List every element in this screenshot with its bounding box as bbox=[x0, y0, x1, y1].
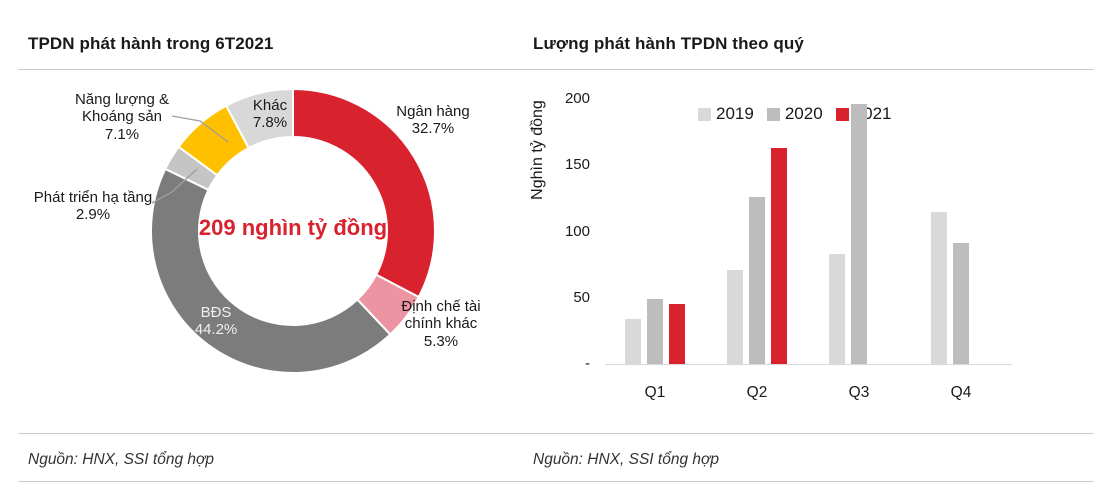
legend-label: 2020 bbox=[784, 104, 823, 123]
donut-slice-kh-c bbox=[224, 87, 294, 150]
bar-Q2-2019 bbox=[727, 269, 743, 364]
slice-name: Định chế tài chính khác bbox=[401, 298, 481, 333]
legend-swatch-2020 bbox=[766, 107, 780, 121]
donut-label-khac: Khác 7.8% bbox=[253, 97, 287, 132]
legend-label: 2019 bbox=[716, 104, 754, 123]
y-tick-50: 50 bbox=[573, 288, 590, 306]
bar-Q1-2020 bbox=[647, 299, 663, 364]
bar-group-Q4 bbox=[931, 80, 991, 364]
slice-pct: 2.9% bbox=[75, 206, 111, 224]
legend-item-2020: 2020 bbox=[766, 104, 823, 124]
legend-swatch-2021 bbox=[835, 107, 849, 121]
legend-item-2019: 2019 bbox=[698, 104, 754, 124]
slice-name: Năng lượng & Khoáng sản bbox=[74, 91, 170, 126]
legend-swatch-2019 bbox=[698, 107, 711, 121]
donut-label-ngan-hang: Ngân hàng 32.7% bbox=[396, 103, 469, 138]
bar-Q1-2019 bbox=[625, 318, 641, 364]
bar-Q2-2020 bbox=[749, 197, 765, 364]
x-tick-Q3: Q3 bbox=[848, 384, 870, 401]
bar-chart-title: Lượng phát hành TPDN theo quý bbox=[533, 34, 804, 53]
donut-chart-title: TPDN phát hành trong 6T2021 bbox=[28, 34, 274, 53]
donut-slice-b-s bbox=[150, 167, 392, 375]
footer-divider-top bbox=[18, 433, 1094, 434]
bar-Q1-2021 bbox=[669, 304, 685, 364]
y-tick--: - bbox=[585, 355, 590, 372]
donut-label-phat-trien: Phát triển hạ tầng 2.9% bbox=[34, 189, 152, 224]
footer-divider-bottom bbox=[18, 481, 1094, 482]
source-note-left: Nguồn: HNX, SSI tổng hợp bbox=[28, 451, 214, 468]
donut-leader-lines bbox=[151, 115, 229, 204]
bar-Q3-2020 bbox=[851, 104, 867, 364]
bar-chart: Nghìn tỷ đồng 2019 2020 2021 -50 100 150 200 … bbox=[520, 80, 1112, 440]
bar-Q3-2019 bbox=[829, 254, 845, 364]
bar-group-Q2 bbox=[727, 80, 787, 364]
slice-pct: 7.1% bbox=[104, 125, 140, 143]
bar-Q2-2021 bbox=[771, 148, 787, 364]
x-tick-Q2: Q2 bbox=[746, 384, 768, 401]
y-tick-100: 100 bbox=[564, 222, 590, 240]
x-tick-Q1: Q1 bbox=[644, 384, 666, 401]
donut-slice-ng-n-h-ng bbox=[292, 87, 436, 299]
leader-line-nang-luong bbox=[171, 115, 229, 143]
slice-name: Khác bbox=[252, 97, 288, 114]
donut-label-dinh-che: Định chế tài chính khác 5.3% bbox=[393, 298, 489, 350]
slice-pct: 32.7% bbox=[411, 120, 455, 138]
bar-Q4-2020 bbox=[953, 243, 969, 364]
donut-rings bbox=[150, 87, 436, 375]
x-tick-Q4: Q4 bbox=[950, 384, 972, 401]
slice-name: BĐS bbox=[200, 304, 232, 321]
bar-group-Q1 bbox=[625, 80, 685, 364]
header-divider bbox=[18, 69, 1094, 70]
donut-label-nang-luong: Năng lượng & Khoáng sản 7.1% bbox=[62, 91, 182, 143]
slice-pct: 44.2% bbox=[194, 321, 238, 339]
bar-chart-plot-area: Q1 Q2 Q3 Q4 bbox=[605, 80, 1012, 401]
y-tick-200: 200 bbox=[564, 90, 590, 107]
y-tick-150: 150 bbox=[564, 156, 590, 174]
donut-center-total: 209 nghìn tỷ đồng bbox=[198, 215, 388, 240]
bar-Q4-2019 bbox=[931, 211, 947, 364]
bar-group-Q3 bbox=[829, 80, 889, 364]
donut-label-bds: BĐS 44.2% bbox=[195, 304, 238, 339]
slice-pct: 7.8% bbox=[252, 114, 288, 132]
slice-pct: 5.3% bbox=[423, 332, 459, 350]
slice-name: Ngân hàng bbox=[396, 103, 470, 120]
slice-name: Phát triển hạ tầng bbox=[33, 189, 153, 206]
leader-line-phat-trien bbox=[151, 168, 198, 204]
source-note-right: Nguồn: HNX, SSI tổng hợp bbox=[533, 451, 719, 468]
bar-chart-y-axis-label: Nghìn tỷ đồng bbox=[529, 100, 546, 200]
